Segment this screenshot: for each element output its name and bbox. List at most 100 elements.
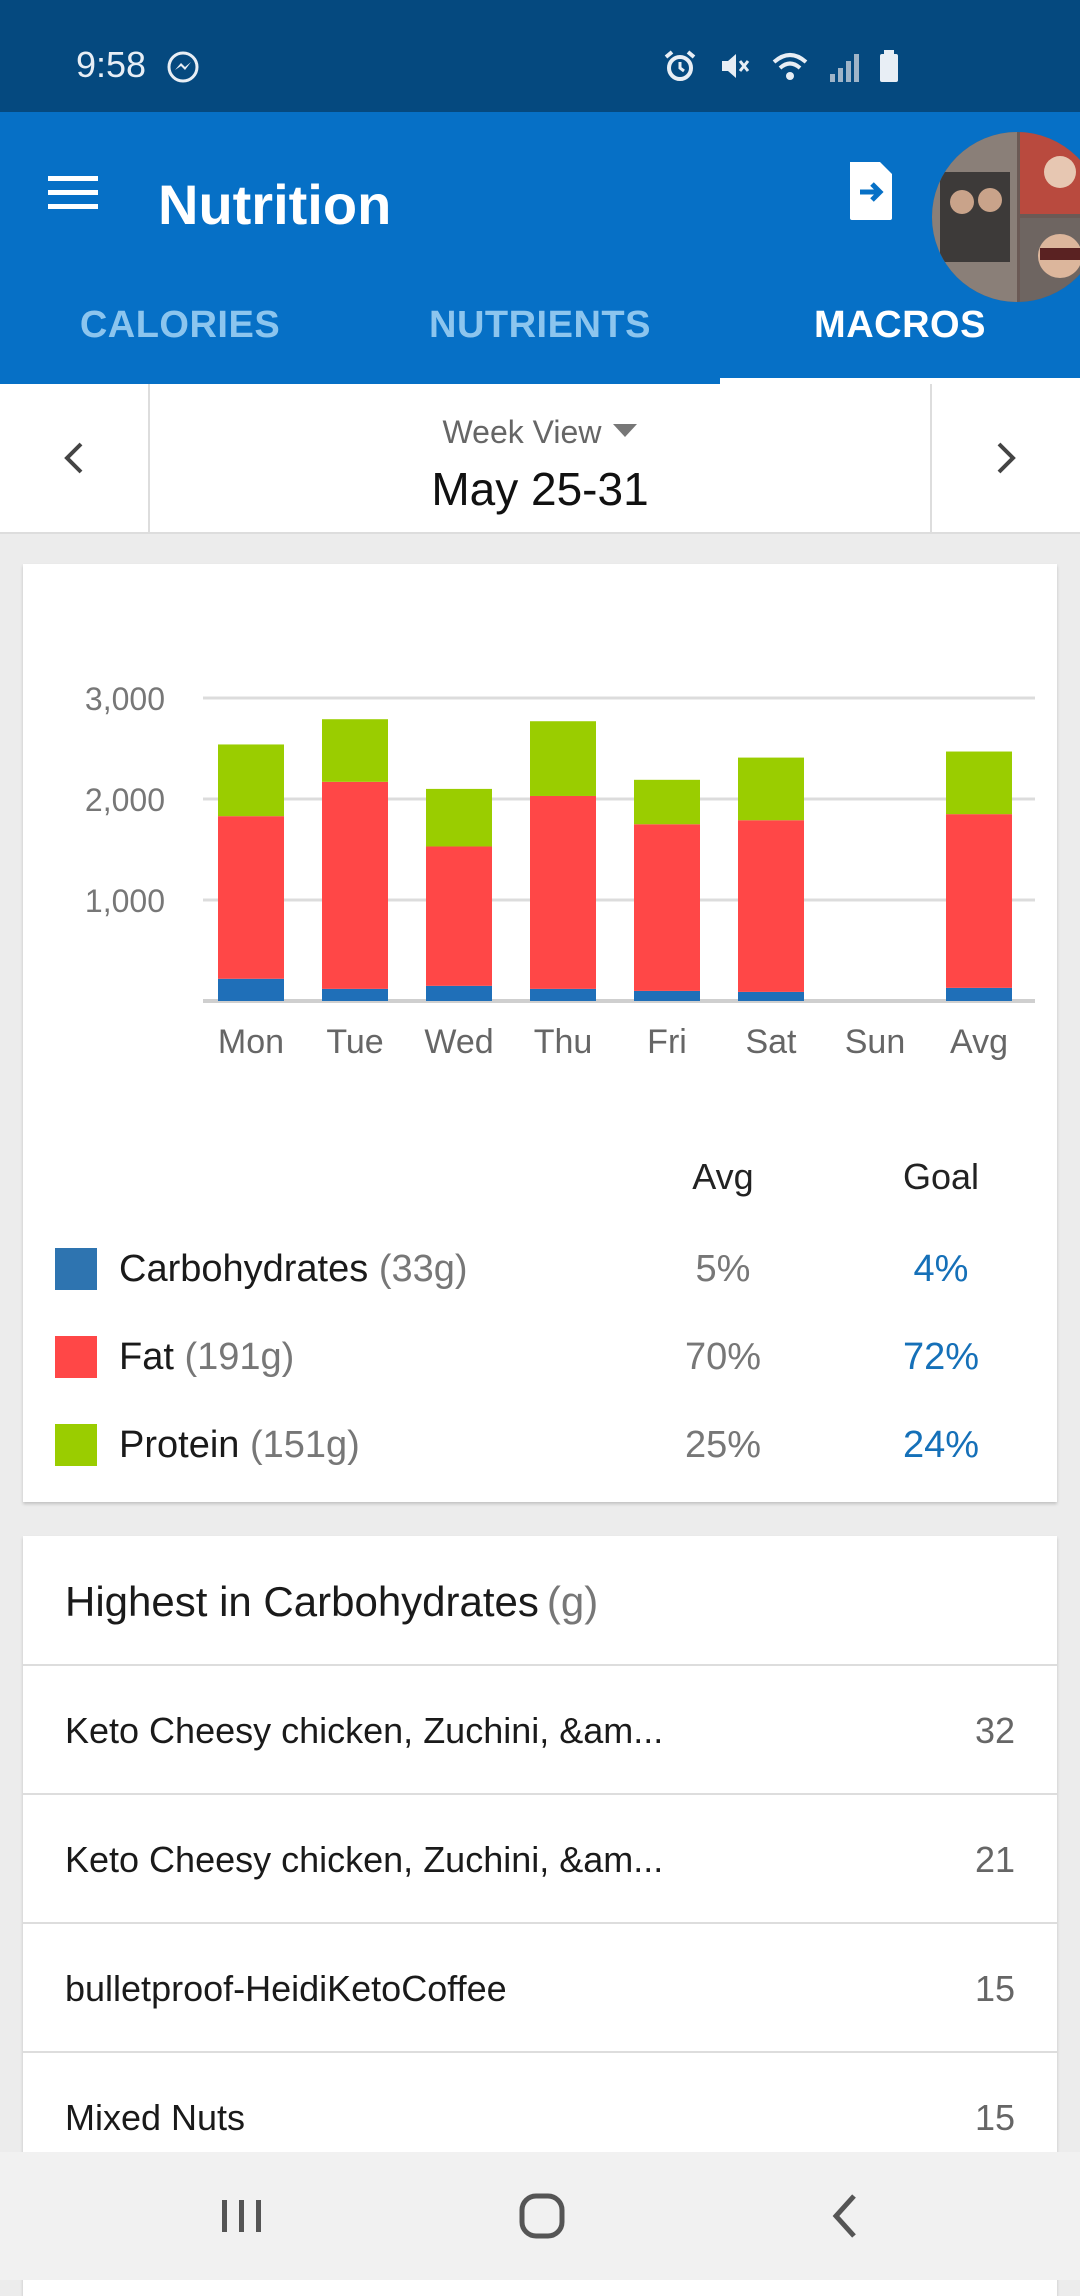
bar-protein-mon xyxy=(218,744,284,817)
legend-row-carbohydrates: Carbohydrates (33g) 5% 4% xyxy=(23,1228,1057,1308)
food-value: 21 xyxy=(974,1839,1015,1880)
x-tick-label: Sun xyxy=(845,1023,906,1061)
menu-icon[interactable] xyxy=(48,168,98,218)
week-view-label: Week View xyxy=(442,414,602,450)
bar-protein-fri xyxy=(634,779,700,825)
bar-carbohydrates-thu xyxy=(530,988,596,1001)
y-tick-label: 2,000 xyxy=(85,782,165,818)
bar-carbohydrates-tue xyxy=(322,988,388,1001)
x-tick-label: Avg xyxy=(950,1023,1008,1061)
bar-carbohydrates-avg xyxy=(946,987,1012,1001)
messenger-icon xyxy=(167,51,199,83)
legend-label: Protein (151g) xyxy=(119,1424,360,1467)
bar-carbohydrates-mon xyxy=(218,978,284,1001)
macro-grams: (33g) xyxy=(378,1248,468,1290)
macro-grams: (191g) xyxy=(184,1336,295,1378)
caret-down-icon xyxy=(613,424,638,437)
food-value: 15 xyxy=(974,1968,1015,2009)
macros-chart-card: 3,000 2,000 1,000 Mon Tue Wed Thu Fri Sat Sun Avg … xyxy=(23,564,1057,1502)
status-bar: 9:58 xyxy=(0,0,1080,112)
date-selector: Week View May 25-31 xyxy=(0,384,1080,534)
back-icon[interactable] xyxy=(816,2186,876,2246)
tab-bar: CALORIES NUTRIENTS MACROS xyxy=(0,272,1080,384)
list-title-text: Highest in Carbohydrates xyxy=(65,1578,539,1625)
x-tick-label: Tue xyxy=(326,1023,383,1061)
food-name: Keto Cheesy chicken, Zuchini, &am... xyxy=(65,1839,664,1880)
tab-calories[interactable]: CALORIES xyxy=(79,304,281,346)
legend-label: Fat (191g) xyxy=(119,1336,294,1379)
signal-icon xyxy=(830,54,859,82)
food-name: Mixed Nuts xyxy=(65,2097,246,2138)
avg-header: Avg xyxy=(692,1156,754,1197)
food-value: 32 xyxy=(974,1710,1015,1751)
bar-fat-fri xyxy=(634,824,700,991)
food-name: Keto Cheesy chicken, Zuchini, &am... xyxy=(65,1710,664,1751)
status-time: 9:58 xyxy=(76,44,147,85)
bar-protein-avg xyxy=(946,751,1012,815)
bar-carbohydrates-wed xyxy=(426,985,492,1001)
carbohydrates-swatch xyxy=(55,1248,97,1290)
food-value: 15 xyxy=(974,2097,1015,2138)
list-item[interactable]: Keto Cheesy chicken, Zuchini, &am... 32 xyxy=(23,1664,1057,1794)
macro-name: Fat xyxy=(119,1336,174,1378)
macro-goal: 4% xyxy=(913,1248,969,1290)
fat-swatch xyxy=(55,1336,97,1378)
system-navigation-bar xyxy=(0,2152,1080,2280)
mute-icon xyxy=(722,54,750,78)
date-range: May 25-31 xyxy=(431,463,649,515)
bar-fat-thu xyxy=(530,795,596,989)
bar-fat-avg xyxy=(946,814,1012,988)
bar-carbohydrates-fri xyxy=(634,990,700,1001)
bar-protein-thu xyxy=(530,721,596,796)
y-tick-label: 1,000 xyxy=(85,883,165,919)
tab-macros[interactable]: MACROS xyxy=(720,272,1080,384)
alarm-icon xyxy=(664,50,696,81)
app-bar: Nutrition CALORIES NUTRIENTS MACROS xyxy=(0,112,1080,384)
bar-carbohydrates-sat xyxy=(738,991,804,1001)
macro-grams: (151g) xyxy=(249,1424,360,1466)
list-item[interactable]: bulletproof-HeidiKetoCoffee 15 xyxy=(23,1922,1057,2052)
bar-fat-sat xyxy=(738,820,804,992)
list-unit: (g) xyxy=(546,1578,599,1625)
week-view-dropdown[interactable]: Week View xyxy=(0,414,1080,451)
legend-row-protein: Protein (151g) 25% 24% xyxy=(23,1404,1057,1484)
goal-header: Goal xyxy=(902,1156,980,1197)
food-name: bulletproof-HeidiKetoCoffee xyxy=(65,1968,507,2009)
x-tick-label: Fri xyxy=(647,1023,687,1061)
macros-stacked-bar-chart: 3,000 2,000 1,000 Mon Tue Wed Thu Fri Sat Sun Avg xyxy=(85,681,1035,1061)
previous-week-button[interactable] xyxy=(0,384,150,532)
macro-avg: 70% xyxy=(684,1336,762,1378)
home-icon[interactable] xyxy=(512,2186,572,2246)
macro-avg: 5% xyxy=(695,1248,751,1290)
list-title: Highest in Carbohydrates (g) xyxy=(65,1578,598,1626)
x-tick-label: Mon xyxy=(218,1023,284,1061)
protein-swatch xyxy=(55,1424,97,1466)
battery-icon xyxy=(880,50,898,82)
x-tick-label: Sat xyxy=(745,1023,797,1061)
next-week-button[interactable] xyxy=(930,384,1080,532)
bar-fat-mon xyxy=(218,816,284,979)
wifi-icon xyxy=(772,53,808,80)
x-tick-label: Wed xyxy=(424,1023,493,1061)
bar-fat-tue xyxy=(322,781,388,989)
chevron-right-icon xyxy=(997,442,1016,474)
list-item[interactable]: Mixed Nuts 15 xyxy=(23,2051,1057,2181)
list-item[interactable]: Keto Cheesy chicken, Zuchini, &am... 21 xyxy=(23,1793,1057,1923)
avatar[interactable] xyxy=(932,132,1080,302)
bar-fat-wed xyxy=(426,846,492,986)
page-title: Nutrition xyxy=(158,173,392,236)
bar-protein-tue xyxy=(322,719,388,782)
recent-apps-icon[interactable] xyxy=(212,2186,272,2246)
bar-protein-wed xyxy=(426,788,492,847)
legend-label: Carbohydrates (33g) xyxy=(119,1248,468,1291)
tab-nutrients[interactable]: NUTRIENTS xyxy=(429,304,651,346)
x-tick-label: Thu xyxy=(534,1023,593,1061)
macro-avg: 25% xyxy=(684,1424,762,1466)
macro-name: Carbohydrates xyxy=(119,1248,369,1290)
macro-goal: 72% xyxy=(902,1336,980,1378)
macro-name: Protein xyxy=(119,1424,240,1466)
legend-row-fat: Fat (191g) 70% 72% xyxy=(23,1316,1057,1396)
status-icons xyxy=(662,48,900,84)
y-tick-label: 3,000 xyxy=(85,681,165,717)
export-file-icon[interactable] xyxy=(846,160,896,222)
